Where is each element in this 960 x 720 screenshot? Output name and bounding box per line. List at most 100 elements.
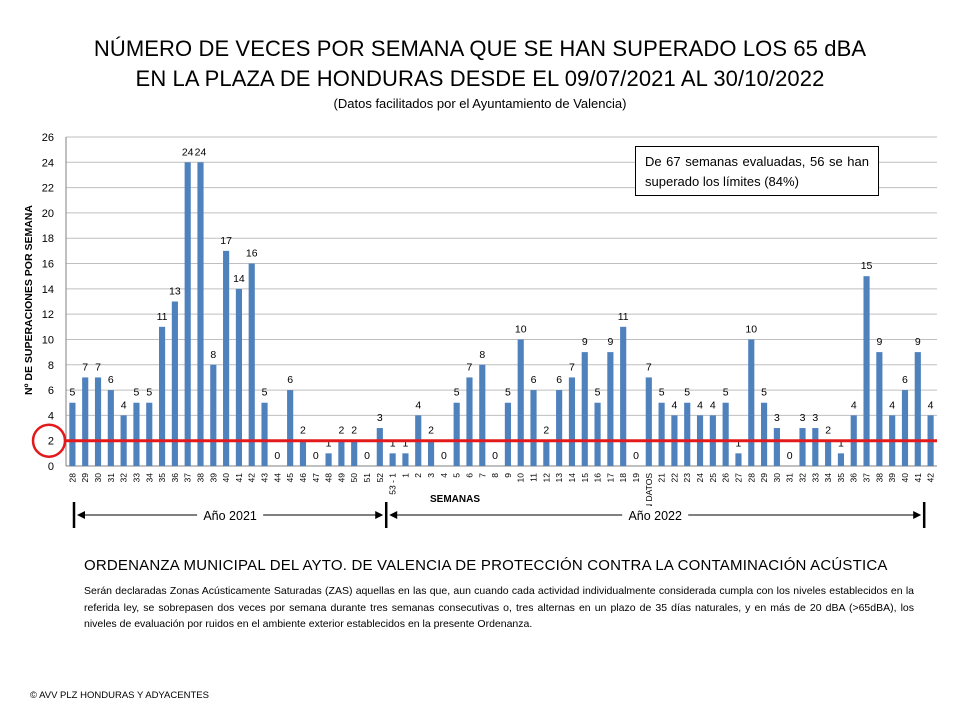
x-tick-label: 19 <box>631 473 641 483</box>
x-tick-label: 32 <box>798 473 808 483</box>
data-label: 1 <box>403 437 409 449</box>
ordinance-title: ORDENANZA MUNICIPAL DEL AYTO. DE VALENCI… <box>84 557 888 574</box>
bar <box>863 276 870 466</box>
data-label: 2 <box>428 425 434 437</box>
bar <box>158 326 166 466</box>
x-tick-label: 40 <box>900 473 910 483</box>
data-label: 7 <box>569 361 575 373</box>
bar <box>722 402 729 466</box>
bar <box>620 326 627 466</box>
y-axis-title: Nº DE SUPERACIONES POR SEMANA <box>23 205 35 395</box>
data-label: 6 <box>531 374 537 386</box>
bar <box>338 440 345 466</box>
data-label: 15 <box>861 260 873 272</box>
x-tick-label: 39 <box>887 473 897 483</box>
x-tick-label: 15 <box>580 473 590 483</box>
x-tick-label: 14 <box>567 473 577 483</box>
data-label: 5 <box>69 387 75 399</box>
data-label: 2 <box>338 425 344 437</box>
arrow-head-right <box>375 511 384 519</box>
bar <box>876 352 883 466</box>
x-tick-label: 26 <box>721 473 731 483</box>
data-label: 0 <box>633 450 639 462</box>
bar <box>504 402 511 466</box>
x-tick-label: 22 <box>669 473 679 483</box>
bar <box>389 453 396 466</box>
arrow-head-right <box>913 511 922 519</box>
x-tick-label: 41 <box>234 473 244 483</box>
data-label: 4 <box>415 399 421 411</box>
data-label: 9 <box>607 336 613 348</box>
data-label: 3 <box>377 412 383 424</box>
bar <box>453 402 460 466</box>
title-line-1: NÚMERO DE VECES POR SEMANA QUE SE HAN SU… <box>93 36 867 61</box>
data-label: 4 <box>671 399 677 411</box>
x-tick-label: 34 <box>823 473 833 483</box>
copyright: © AVV PLZ HONDURAS Y ADYACENTES <box>30 690 209 701</box>
data-label: 11 <box>618 311 629 323</box>
bar <box>325 453 332 466</box>
data-label: 10 <box>515 323 527 335</box>
data-label: 0 <box>313 450 319 462</box>
data-label: 5 <box>723 387 729 399</box>
data-label: 2 <box>300 425 306 437</box>
y-tick-label: 4 <box>48 410 54 422</box>
bar <box>773 428 780 466</box>
bar <box>197 162 204 467</box>
x-tick-label: 49 <box>336 473 346 483</box>
x-tick-label: 51 <box>362 473 372 483</box>
data-label: 0 <box>492 450 498 462</box>
threshold-overlay <box>31 423 937 458</box>
x-tick-label: 7 <box>477 473 487 478</box>
x-tick-label: 33 <box>810 473 820 483</box>
period-label-bg <box>197 506 264 524</box>
subtitle: (Datos facilitados por el Ayuntamiento d… <box>333 96 627 111</box>
period-label: Año 2022 <box>628 509 682 523</box>
y-tick-label: 24 <box>42 157 54 169</box>
x-tick-label: 37 <box>183 473 193 483</box>
x-tick-label: 9 <box>503 473 513 478</box>
x-tick-label: 41 <box>913 473 923 483</box>
x-tick-label: 25 <box>708 473 718 483</box>
x-tick-label: 30 <box>93 473 103 483</box>
bar <box>684 402 691 466</box>
data-label: 5 <box>659 387 665 399</box>
y-tick-label: 0 <box>48 461 54 473</box>
data-label: 16 <box>246 248 258 260</box>
data-label: 24 <box>182 146 194 158</box>
bar <box>607 352 614 466</box>
x-tick-label: 32 <box>119 473 129 483</box>
data-label: 5 <box>262 387 268 399</box>
data-label: 6 <box>108 374 114 386</box>
data-label: 10 <box>745 323 757 335</box>
data-label: 5 <box>505 387 511 399</box>
bar <box>82 377 89 466</box>
data-label: 3 <box>800 412 806 424</box>
data-label: 7 <box>646 361 652 373</box>
arrow-head-left <box>77 511 85 519</box>
x-tick-label: 37 <box>862 473 872 483</box>
data-label: 4 <box>121 399 127 411</box>
data-label: 6 <box>902 374 908 386</box>
bar <box>479 364 486 466</box>
data-label: 5 <box>454 387 460 399</box>
data-label: 5 <box>146 387 152 399</box>
arrow-head-left <box>389 511 398 519</box>
x-tick-label: 29 <box>80 473 90 483</box>
x-tick-label: 21 <box>657 473 667 483</box>
y-tick-label: 2 <box>48 436 54 448</box>
bar <box>658 402 665 466</box>
bar <box>543 440 550 466</box>
bar <box>133 402 140 466</box>
x-tick-label: 4 <box>439 473 449 478</box>
bar <box>645 377 652 466</box>
x-tick-label: 27 <box>733 473 743 483</box>
x-tick-label: 31 <box>106 473 116 483</box>
x-tick-label: 36 <box>849 473 859 483</box>
bar <box>223 250 230 466</box>
data-label: 4 <box>851 399 857 411</box>
bar <box>748 339 755 466</box>
data-label: 17 <box>220 235 232 247</box>
x-tick-label: 50 <box>349 473 359 483</box>
